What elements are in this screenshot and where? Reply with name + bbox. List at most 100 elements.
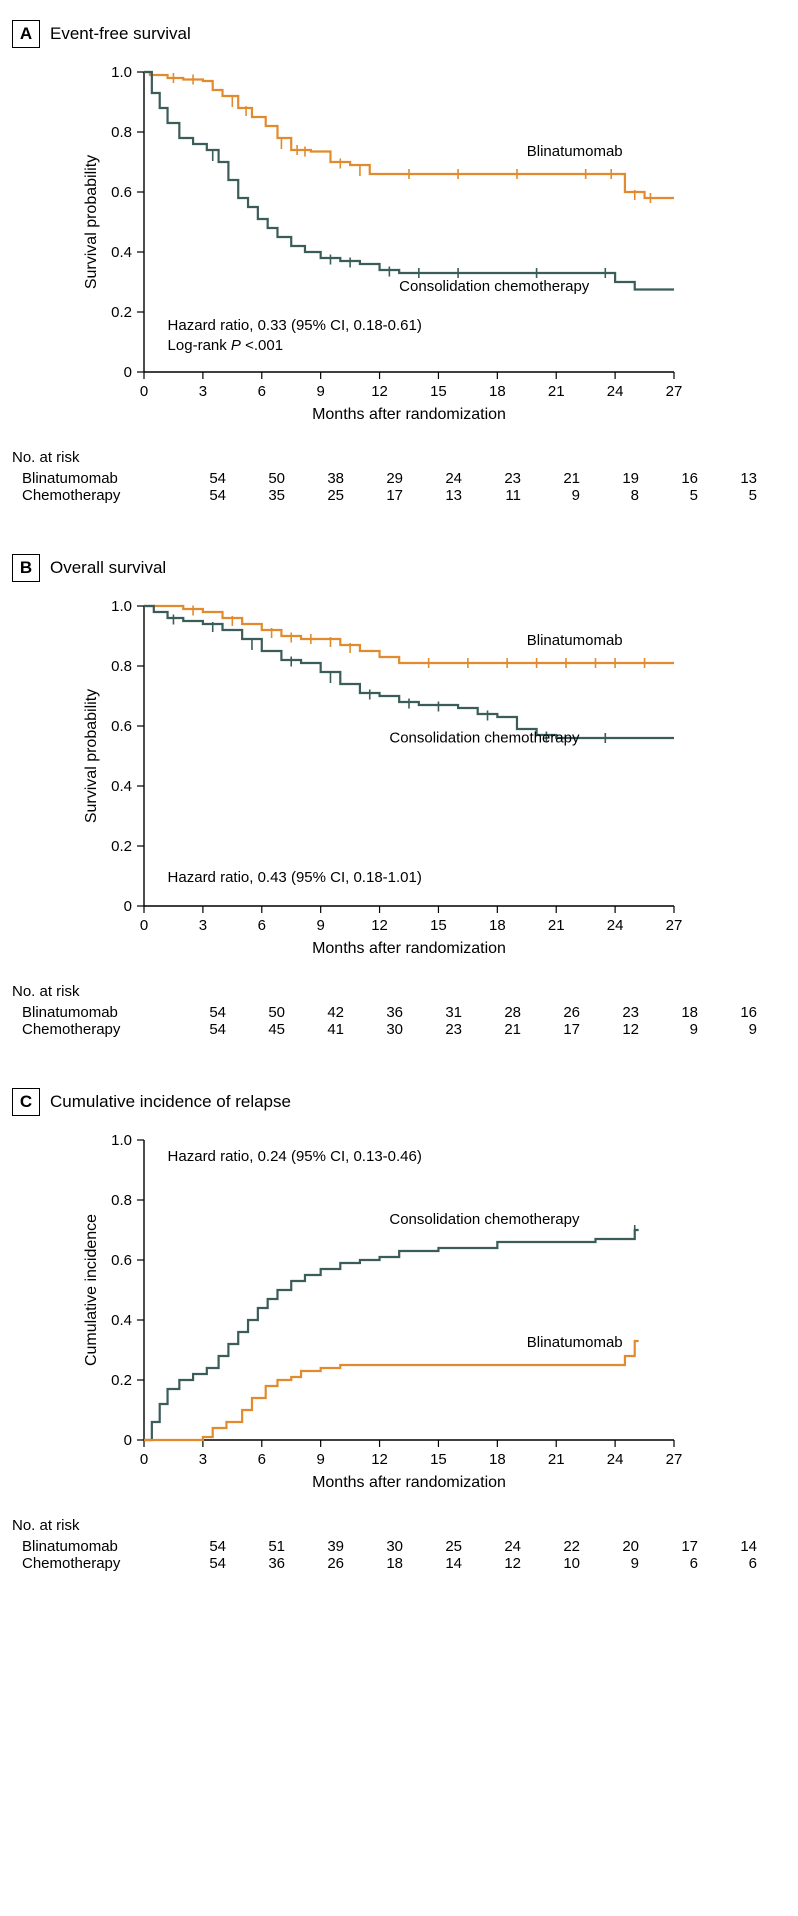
x-tick-label: 3	[199, 917, 207, 934]
y-tick-label: 0	[124, 898, 132, 915]
panel-header: CCumulative incidence of relapse	[12, 1088, 786, 1116]
x-tick-label: 12	[371, 383, 388, 400]
series-label: Consolidation chemotherapy	[389, 730, 580, 747]
risk-row: Blinatumomab54513930252422201714	[12, 1538, 786, 1555]
x-tick-label: 24	[607, 383, 624, 400]
x-tick-label: 15	[430, 1451, 447, 1468]
panel-title: Overall survival	[50, 558, 166, 578]
risk-value: 23	[403, 1021, 462, 1038]
y-tick-label: 1.0	[111, 1132, 132, 1149]
risk-value: 17	[521, 1021, 580, 1038]
series-line-consolidation-chemotherapy	[144, 72, 674, 290]
risk-label: Blinatumomab	[12, 1538, 167, 1555]
risk-value: 21	[521, 470, 580, 487]
x-tick-label: 3	[199, 383, 207, 400]
risk-value: 54	[167, 1021, 226, 1038]
risk-value: 13	[403, 487, 462, 504]
panel-c: CCumulative incidence of relapse00.20.40…	[12, 1088, 786, 1572]
x-tick-label: 9	[316, 917, 324, 934]
km-chart: 00.20.40.60.81.00369121518212427Survival…	[72, 594, 692, 964]
x-tick-label: 0	[140, 917, 148, 934]
risk-value: 54	[167, 1555, 226, 1572]
risk-value: 30	[344, 1538, 403, 1555]
risk-value: 18	[344, 1555, 403, 1572]
risk-value: 18	[639, 1004, 698, 1021]
risk-value: 36	[344, 1004, 403, 1021]
km-chart: 00.20.40.60.81.00369121518212427Survival…	[72, 60, 692, 430]
risk-value: 36	[226, 1555, 285, 1572]
series-line-consolidation-chemotherapy	[144, 606, 674, 738]
x-tick-label: 21	[548, 917, 565, 934]
risk-label: Chemotherapy	[12, 487, 167, 504]
risk-value: 29	[344, 470, 403, 487]
risk-value: 5	[639, 487, 698, 504]
risk-value: 12	[580, 1021, 639, 1038]
panel-a: AEvent-free survival00.20.40.60.81.00369…	[12, 20, 786, 504]
risk-value: 42	[285, 1004, 344, 1021]
risk-value: 24	[403, 470, 462, 487]
risk-value: 22	[521, 1538, 580, 1555]
risk-value: 9	[698, 1021, 757, 1038]
y-tick-label: 0.4	[111, 244, 132, 261]
y-axis-label: Cumulative incidence	[83, 1214, 100, 1366]
panel-title: Event-free survival	[50, 24, 191, 44]
risk-value: 26	[521, 1004, 580, 1021]
x-tick-label: 27	[666, 917, 683, 934]
risk-value: 6	[639, 1555, 698, 1572]
panel-b: BOverall survival00.20.40.60.81.00369121…	[12, 554, 786, 1038]
x-tick-label: 6	[258, 383, 266, 400]
series-label: Blinatumomab	[527, 1334, 623, 1351]
risk-label: Chemotherapy	[12, 1021, 167, 1038]
x-tick-label: 18	[489, 1451, 506, 1468]
risk-value: 13	[698, 470, 757, 487]
risk-value: 14	[698, 1538, 757, 1555]
risk-value: 23	[462, 470, 521, 487]
x-axis-label: Months after randomization	[312, 940, 506, 957]
risk-value: 8	[580, 487, 639, 504]
risk-value: 54	[167, 1538, 226, 1555]
risk-value: 16	[639, 470, 698, 487]
x-tick-label: 9	[316, 383, 324, 400]
y-tick-label: 0.2	[111, 1372, 132, 1389]
hazard-ratio-text: Hazard ratio, 0.24 (95% CI, 0.13-0.46)	[168, 1148, 422, 1165]
x-tick-label: 27	[666, 1451, 683, 1468]
risk-value: 6	[698, 1555, 757, 1572]
x-axis-label: Months after randomization	[312, 1474, 506, 1491]
risk-value: 23	[580, 1004, 639, 1021]
risk-table: No. at riskBlinatumomab54504236312826231…	[12, 983, 786, 1038]
risk-value: 20	[580, 1538, 639, 1555]
x-tick-label: 24	[607, 1451, 624, 1468]
y-tick-label: 0.2	[111, 838, 132, 855]
hazard-ratio-text: Hazard ratio, 0.43 (95% CI, 0.18-1.01)	[168, 869, 422, 886]
risk-value: 11	[462, 487, 521, 504]
x-tick-label: 15	[430, 383, 447, 400]
risk-table: No. at riskBlinatumomab54513930252422201…	[12, 1517, 786, 1572]
risk-value: 45	[226, 1021, 285, 1038]
risk-value: 26	[285, 1555, 344, 1572]
y-tick-label: 0.6	[111, 184, 132, 201]
x-tick-label: 27	[666, 383, 683, 400]
panel-header: BOverall survival	[12, 554, 786, 582]
risk-value: 50	[226, 470, 285, 487]
x-tick-label: 21	[548, 1451, 565, 1468]
y-tick-label: 0.8	[111, 1192, 132, 1209]
risk-value: 54	[167, 487, 226, 504]
risk-value: 16	[698, 1004, 757, 1021]
risk-value: 21	[462, 1021, 521, 1038]
panel-header: AEvent-free survival	[12, 20, 786, 48]
y-axis-label: Survival probability	[83, 155, 100, 289]
risk-table-header: No. at risk	[12, 449, 786, 466]
x-tick-label: 0	[140, 1451, 148, 1468]
risk-value: 54	[167, 470, 226, 487]
risk-value: 5	[698, 487, 757, 504]
y-tick-label: 1.0	[111, 64, 132, 81]
risk-value: 54	[167, 1004, 226, 1021]
series-label: Blinatumomab	[527, 143, 623, 160]
series-label: Consolidation chemotherapy	[399, 278, 590, 295]
x-tick-label: 9	[316, 1451, 324, 1468]
risk-value: 25	[285, 487, 344, 504]
risk-label: Chemotherapy	[12, 1555, 167, 1572]
x-tick-label: 18	[489, 917, 506, 934]
km-chart: 00.20.40.60.81.00369121518212427Cumulati…	[72, 1128, 692, 1498]
risk-row: Chemotherapy544541302321171299	[12, 1021, 786, 1038]
